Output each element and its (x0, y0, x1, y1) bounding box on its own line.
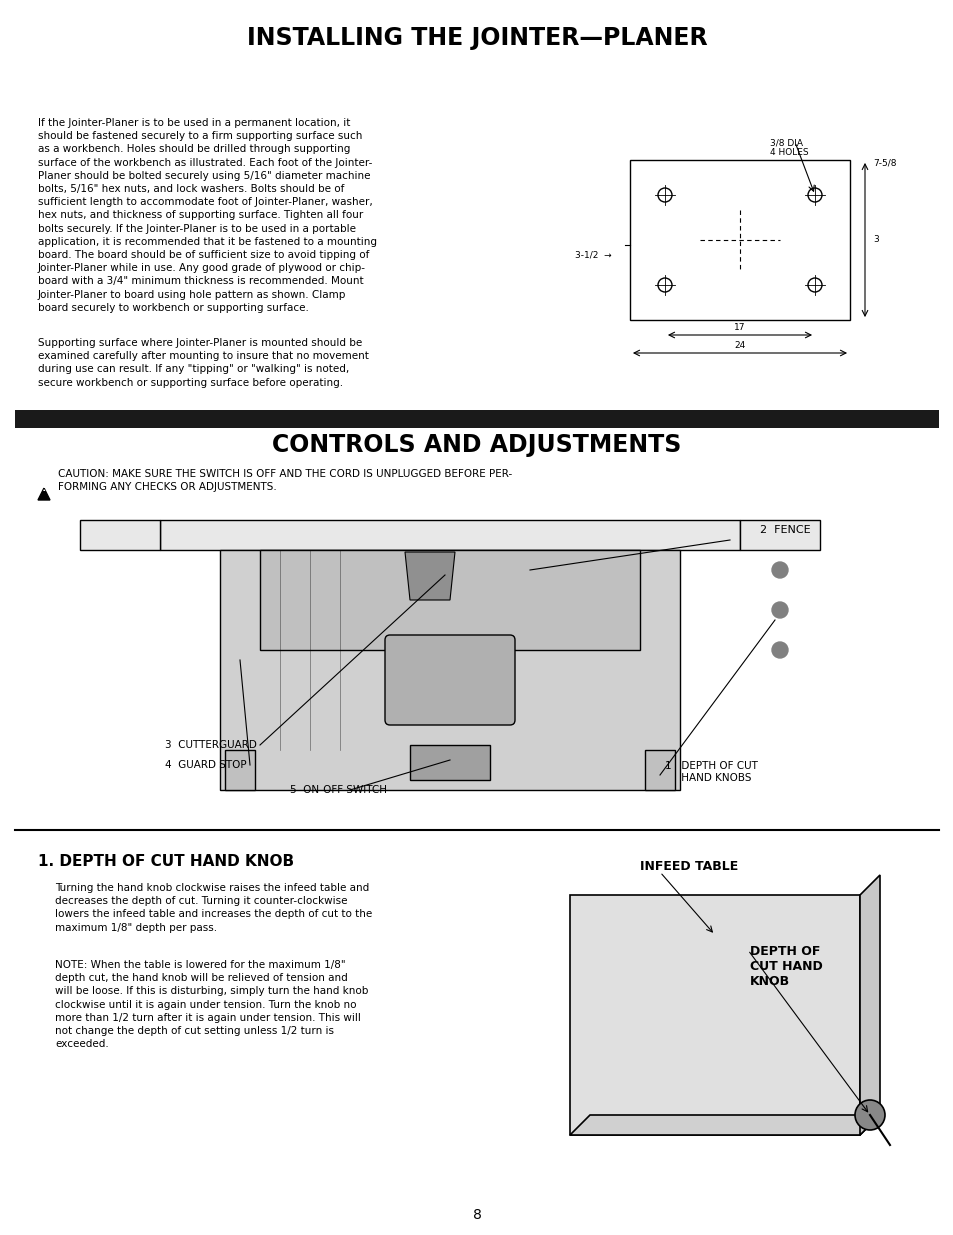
Bar (410, 745, 490, 781)
Bar (629, 161, 849, 320)
Text: 7-5/8: 7-5/8 (872, 158, 896, 167)
Text: 3  CUTTERGUARD: 3 CUTTERGUARD (165, 740, 256, 750)
Text: 2  FENCE: 2 FENCE (760, 525, 810, 535)
Polygon shape (859, 876, 879, 1135)
Text: DEPTH OF
CUT HAND
KNOB: DEPTH OF CUT HAND KNOB (749, 945, 821, 988)
Polygon shape (569, 1115, 879, 1135)
Bar (80, 520, 160, 550)
Bar (160, 520, 740, 550)
Polygon shape (38, 488, 50, 500)
Bar (644, 750, 675, 790)
Text: Supporting surface where Jointer-Planer is mounted should be
examined carefully : Supporting surface where Jointer-Planer … (38, 338, 369, 388)
Text: 17: 17 (734, 324, 745, 332)
Text: !: ! (41, 483, 46, 493)
Text: INSTALLING THE JOINTER—PLANER: INSTALLING THE JOINTER—PLANER (247, 26, 706, 49)
Text: Turning the hand knob clockwise raises the infeed table and
decreases the depth : Turning the hand knob clockwise raises t… (55, 883, 372, 932)
Text: 8: 8 (472, 1208, 481, 1221)
Circle shape (771, 562, 787, 578)
Circle shape (854, 1100, 884, 1130)
Bar (260, 550, 639, 650)
Text: 1   DEPTH OF CUT
     HAND KNOBS: 1 DEPTH OF CUT HAND KNOBS (664, 761, 757, 783)
Text: NOTE: When the table is lowered for the maximum 1/8"
depth cut, the hand knob wi: NOTE: When the table is lowered for the … (55, 960, 368, 1050)
FancyBboxPatch shape (385, 635, 515, 725)
Text: If the Jointer-Planer is to be used in a permanent location, it
should be fasten: If the Jointer-Planer is to be used in a… (38, 119, 376, 312)
Text: 5  ON-OFF SWITCH: 5 ON-OFF SWITCH (290, 785, 387, 795)
Bar (225, 750, 254, 790)
Circle shape (771, 601, 787, 618)
Text: 3-1/2  →: 3-1/2 → (575, 249, 611, 259)
Bar (220, 550, 679, 790)
Text: 1. DEPTH OF CUT HAND KNOB: 1. DEPTH OF CUT HAND KNOB (38, 853, 294, 869)
Bar (15, 410, 938, 429)
Text: CAUTION: MAKE SURE THE SWITCH IS OFF AND THE CORD IS UNPLUGGED BEFORE PER-
FORMI: CAUTION: MAKE SURE THE SWITCH IS OFF AND… (58, 469, 512, 493)
Bar (740, 520, 820, 550)
Text: INFEED TABLE: INFEED TABLE (639, 860, 738, 873)
Text: 24: 24 (734, 341, 745, 350)
Circle shape (771, 642, 787, 658)
Text: 3/8 DIA
4 HOLES: 3/8 DIA 4 HOLES (769, 138, 808, 157)
Text: CONTROLS AND ADJUSTMENTS: CONTROLS AND ADJUSTMENTS (272, 433, 681, 457)
Polygon shape (405, 552, 455, 600)
Text: 3: 3 (872, 235, 878, 245)
Text: 4  GUARD STOP: 4 GUARD STOP (165, 760, 247, 769)
Bar (569, 895, 859, 1135)
